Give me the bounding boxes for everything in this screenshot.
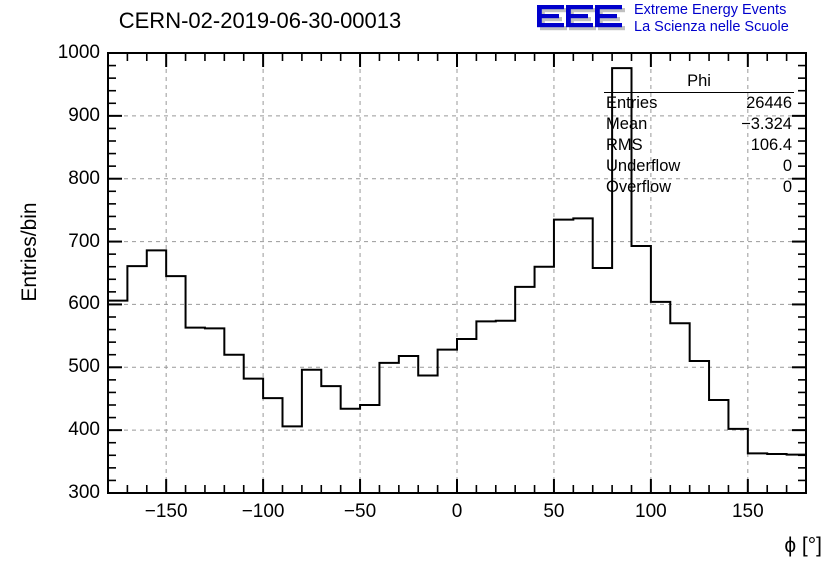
stats-key: Mean xyxy=(606,115,648,133)
stats-row: Overflow 0 xyxy=(604,177,794,198)
stats-value: −3.324 xyxy=(741,115,792,133)
eee-logo-line2: La Scienza nelle Scuole xyxy=(634,19,789,35)
stats-value: 0 xyxy=(782,178,792,196)
x-tick-label: −50 xyxy=(343,501,377,522)
stats-row: Entries 26446 xyxy=(604,93,794,114)
eee-logo-mark-icon xyxy=(537,5,625,31)
stats-key: Underflow xyxy=(606,157,681,175)
x-axis-title: ϕ [°] xyxy=(784,534,822,557)
stats-value: 106.4 xyxy=(750,136,792,154)
statistics-box: Phi Entries 26446 Mean −3.324 RMS 106.4 Underf… xyxy=(604,72,794,198)
x-tick-label: 150 xyxy=(731,501,764,522)
stats-rows: Entries 26446 Mean −3.324 RMS 106.4 Underflow 0… xyxy=(604,93,794,198)
stats-title: Phi xyxy=(604,72,794,93)
stats-key: RMS xyxy=(606,136,643,154)
stats-row: Underflow 0 xyxy=(604,156,794,177)
page-title: CERN-02-2019-06-30-00013 xyxy=(118,8,402,33)
x-tick-label: 50 xyxy=(543,501,565,522)
x-tick-label: −150 xyxy=(144,501,188,522)
stats-key: Entries xyxy=(606,94,658,112)
stats-value: 26446 xyxy=(746,94,792,112)
eee-logo-text: Extreme Energy Events La Scienza nelle S… xyxy=(634,2,789,36)
x-tick-label: 0 xyxy=(451,501,463,522)
y-tick-label: 1000 xyxy=(57,42,100,63)
y-tick-label: 300 xyxy=(68,482,100,503)
x-tick-label: 100 xyxy=(635,501,667,522)
y-tick-label: 900 xyxy=(68,104,100,126)
y-tick-label: 400 xyxy=(68,419,100,441)
stats-key: Overflow xyxy=(606,178,672,196)
stats-row: Mean −3.324 xyxy=(604,114,794,135)
stats-row: RMS 106.4 xyxy=(604,135,794,156)
y-tick-label: 800 xyxy=(68,167,100,189)
y-tick-label: 700 xyxy=(68,230,100,252)
stats-value: 0 xyxy=(782,157,792,175)
eee-logo: Extreme Energy Events La Scienza nelle S… xyxy=(536,2,836,38)
eee-logo-line1: Extreme Energy Events xyxy=(634,2,787,18)
x-tick-label: −100 xyxy=(241,501,285,522)
y-tick-label: 600 xyxy=(68,293,100,315)
y-tick-label: 500 xyxy=(68,356,100,378)
